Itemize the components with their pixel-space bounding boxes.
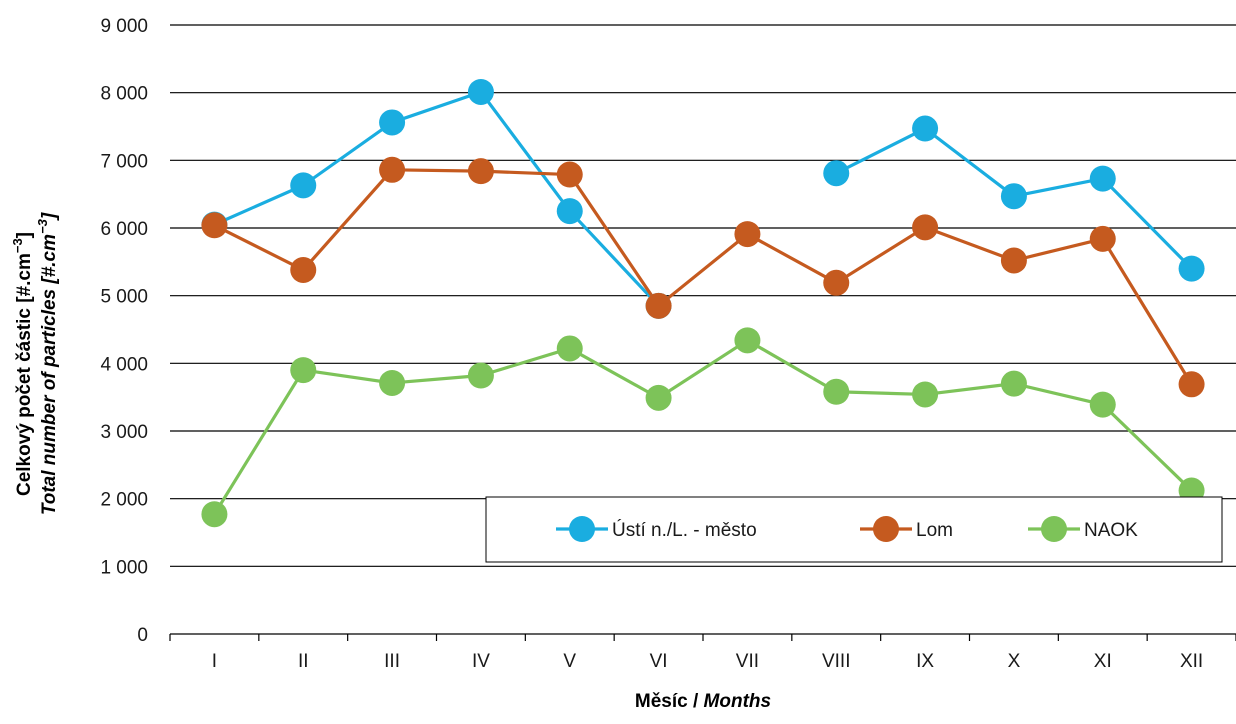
data-point	[912, 381, 939, 408]
legend-marker	[1041, 516, 1067, 542]
data-point	[556, 198, 583, 225]
x-axis: I II III IV V VI VII VIII IX X XI XII	[169, 633, 1236, 672]
y-axis-ticks: 0 1 000 2 000 3 000 4 000 5 000 6 000 7 000 8 00…	[100, 16, 148, 646]
y-tick-label: 5 000	[100, 287, 148, 308]
x-tick-label: V	[563, 651, 576, 672]
data-point	[1000, 370, 1027, 397]
gridlines	[170, 24, 1236, 567]
data-point	[467, 362, 494, 389]
data-point	[556, 335, 583, 362]
data-point	[290, 256, 317, 283]
data-point	[1000, 183, 1027, 210]
x-axis-title: Měsíc / Months	[635, 691, 771, 712]
data-point	[912, 214, 939, 241]
data-point	[379, 369, 406, 396]
data-point	[290, 172, 317, 199]
legend-marker	[873, 516, 899, 542]
data-point	[1089, 165, 1116, 192]
data-point	[734, 221, 761, 248]
legend-label: Ústí n./L. - město	[612, 519, 757, 541]
x-tick-label: XII	[1180, 651, 1203, 672]
x-tick-label: VIII	[822, 651, 851, 672]
legend-label: NAOK	[1084, 520, 1138, 541]
x-tick-label: IV	[472, 651, 490, 672]
data-point	[823, 269, 850, 296]
series-lines	[213, 90, 1193, 516]
data-point	[823, 160, 850, 187]
legend-label: Lom	[916, 520, 953, 541]
data-point	[379, 109, 406, 136]
data-point	[379, 156, 406, 183]
data-point	[290, 357, 317, 384]
data-point	[1178, 255, 1205, 282]
series-line	[213, 168, 1193, 386]
data-point	[1000, 247, 1027, 274]
x-tick-label: XI	[1094, 651, 1112, 672]
y-tick-label: 0	[137, 625, 148, 646]
data-point	[1089, 391, 1116, 418]
x-tick-label: I	[212, 651, 217, 672]
y-axis-title: Celkový počet částic [#.cm−3]	[10, 232, 35, 496]
series-line	[213, 90, 660, 307]
legend: Ústí n./L. - město Lom NAOK	[485, 496, 1223, 563]
y-tick-label: 8 000	[100, 84, 148, 105]
data-point	[912, 115, 939, 142]
x-tick-label: II	[298, 651, 309, 672]
data-point	[1178, 371, 1205, 398]
y-tick-label: 2 000	[100, 490, 148, 511]
y-tick-label: 9 000	[100, 16, 148, 37]
y-tick-label: 4 000	[100, 354, 148, 375]
y-tick-label: 3 000	[100, 422, 148, 443]
data-point	[645, 384, 672, 411]
y-axis-subtitle: Total number of particles [#.cm−3]	[35, 212, 60, 515]
series-line	[213, 338, 1193, 516]
data-point	[556, 161, 583, 188]
y-tick-label: 1 000	[100, 557, 148, 578]
x-tick-label: IX	[916, 651, 934, 672]
x-tick-label: X	[1008, 651, 1021, 672]
data-point	[467, 78, 494, 105]
data-point	[201, 212, 228, 239]
x-tick-label: VI	[650, 651, 668, 672]
data-point	[201, 501, 228, 528]
data-point	[467, 158, 494, 185]
x-tick-label: III	[384, 651, 400, 672]
legend-marker	[569, 516, 595, 542]
data-point	[823, 378, 850, 405]
data-point	[645, 292, 672, 319]
y-tick-label: 6 000	[100, 219, 148, 240]
y-tick-label: 7 000	[100, 151, 148, 172]
data-point	[1089, 225, 1116, 252]
series-markers	[201, 78, 1205, 528]
x-tick-label: VII	[736, 651, 759, 672]
data-point	[734, 327, 761, 354]
